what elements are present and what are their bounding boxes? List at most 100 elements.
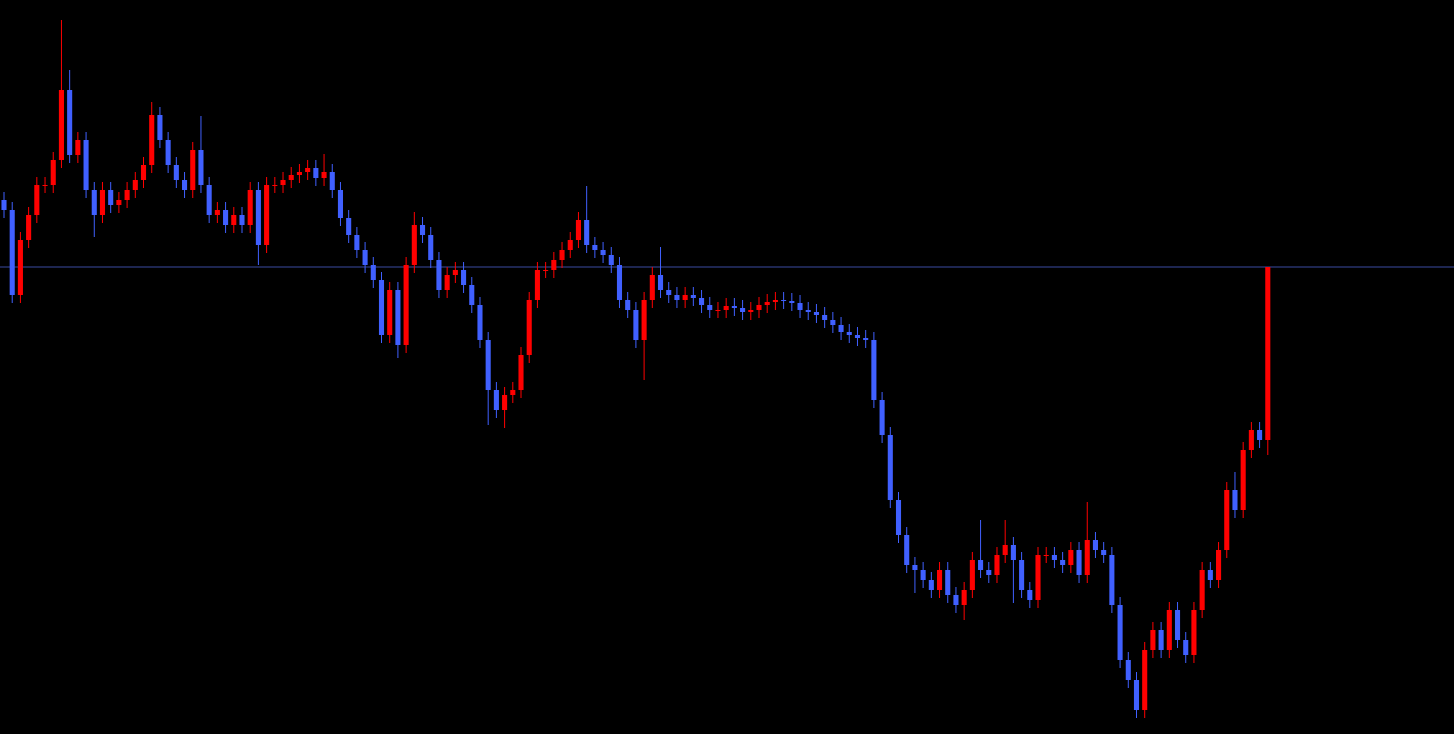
candle-body (395, 290, 401, 345)
candle-body (781, 300, 787, 301)
candle-body (346, 218, 352, 235)
candle-body (157, 115, 163, 140)
candle-body (354, 235, 360, 250)
candle-body (1035, 555, 1041, 600)
candle-body (699, 298, 705, 305)
candle-body (1174, 610, 1181, 640)
candle-body (543, 270, 549, 271)
candle-body (58, 90, 64, 160)
candle-body (961, 590, 967, 605)
candle-body (953, 595, 959, 605)
candle-body (1158, 630, 1164, 650)
candle-body (616, 265, 623, 300)
candle-body (887, 435, 893, 500)
candle-body (1068, 550, 1074, 565)
candle-body (411, 225, 417, 265)
candle-body (797, 303, 803, 310)
candle-body (1232, 490, 1238, 510)
candle-body (510, 390, 516, 395)
candle-body (986, 570, 992, 575)
candle-body (551, 260, 557, 270)
candle-body (805, 310, 811, 312)
candle-body (1240, 450, 1246, 510)
candle-body (871, 340, 877, 400)
candle-body (99, 190, 106, 215)
candle-body (247, 190, 253, 225)
candle-body (181, 180, 188, 190)
candle-body (214, 210, 220, 215)
candle-body (567, 240, 573, 250)
candle-body (879, 400, 885, 435)
candle-body (140, 165, 147, 180)
candle-body (337, 190, 344, 218)
candle-body (1092, 540, 1099, 550)
candle-body (633, 310, 639, 340)
candle-body (641, 300, 647, 340)
candle-body (26, 215, 32, 240)
candle-body (223, 210, 229, 225)
candle-body (608, 255, 614, 265)
candle-body (239, 215, 245, 225)
candle-body (34, 185, 40, 215)
candle-body (920, 570, 926, 580)
candle-body (1248, 430, 1254, 450)
candle-body (838, 325, 844, 332)
candle-body (436, 260, 442, 290)
candle-body (534, 270, 540, 300)
candle-body (748, 310, 754, 312)
candle-body (9, 210, 15, 295)
candle-body (1199, 570, 1205, 610)
candle-body (789, 301, 795, 303)
candle-body (1216, 550, 1222, 580)
candle-body (1142, 650, 1148, 710)
candle-body (600, 250, 606, 255)
candle-body (1183, 640, 1189, 655)
candle-body (116, 200, 122, 205)
candle-body (1257, 430, 1263, 440)
candle-body (1224, 490, 1230, 550)
candle-body (469, 285, 475, 305)
candle-body (452, 270, 458, 275)
candle-body (822, 315, 828, 320)
candle-body (485, 340, 491, 390)
candle-body (1166, 610, 1172, 650)
candle-body (321, 172, 327, 178)
candle-body (592, 245, 598, 250)
candle-body (477, 305, 483, 340)
candle-body (83, 140, 89, 190)
candle-body (165, 140, 171, 165)
candle-body (206, 185, 212, 215)
candle-body (731, 306, 737, 308)
candle-body (1133, 680, 1140, 710)
candle-body (108, 190, 114, 205)
candle-body (1117, 605, 1123, 660)
candle-body (75, 140, 81, 155)
candle-body (740, 308, 746, 312)
candle-body (936, 570, 943, 590)
candle-body (1125, 660, 1131, 680)
candle-body (91, 190, 97, 215)
candle-body (280, 180, 286, 185)
candle-body (584, 220, 590, 245)
candle-body (756, 305, 762, 310)
candle-body (124, 190, 130, 200)
candle-body (1002, 545, 1008, 555)
candle-body (329, 172, 335, 190)
candle-body (198, 150, 204, 185)
candle-body (502, 395, 508, 410)
candle-body (518, 355, 524, 390)
candle-body (17, 240, 23, 295)
candle-body (305, 168, 311, 172)
candle-body (674, 295, 680, 300)
candle-body (67, 90, 73, 155)
candle-body (403, 265, 409, 345)
candle-body (978, 560, 984, 570)
candle-body (1043, 555, 1049, 556)
candle-body (945, 570, 951, 595)
candle-body (461, 270, 467, 285)
candle-body (288, 175, 294, 180)
candle-body (772, 300, 778, 302)
candle-body (764, 302, 770, 305)
candle-body (1060, 560, 1066, 565)
